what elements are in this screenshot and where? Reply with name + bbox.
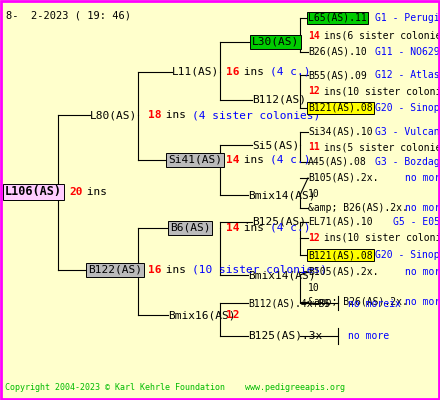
Text: B112(AS): B112(AS)	[252, 95, 306, 105]
Text: ins: ins	[237, 67, 278, 77]
Text: 14: 14	[308, 31, 320, 41]
Text: 8-  2-2023 ( 19: 46): 8- 2-2023 ( 19: 46)	[6, 10, 131, 20]
Text: B121(AS).08: B121(AS).08	[308, 103, 373, 113]
Text: ins: ins	[237, 155, 278, 165]
Text: 18: 18	[148, 110, 161, 120]
Text: B105(AS).2x.: B105(AS).2x.	[308, 173, 378, 183]
Text: Bmix16(AS): Bmix16(AS)	[168, 310, 235, 320]
Text: &amp; B26(AS).2x.: &amp; B26(AS).2x.	[308, 297, 408, 307]
Text: A45(AS).08: A45(AS).08	[308, 157, 367, 167]
Text: 12: 12	[226, 310, 239, 320]
Text: 16: 16	[226, 67, 239, 77]
Text: no more: no more	[405, 203, 440, 213]
Text: G11 - NO6294R: G11 - NO6294R	[375, 47, 440, 57]
Text: 14: 14	[226, 155, 239, 165]
Text: Si5(AS): Si5(AS)	[252, 140, 299, 150]
Text: G3 - Bozdag07R: G3 - Bozdag07R	[375, 157, 440, 167]
Text: no moreix: no moreix	[348, 299, 401, 309]
Text: (4 c.): (4 c.)	[270, 155, 311, 165]
Text: B6(AS): B6(AS)	[170, 223, 210, 233]
Text: ins(10 sister colonies): ins(10 sister colonies)	[318, 233, 440, 243]
Text: 12: 12	[308, 86, 320, 96]
Text: G1 - Perugia10-4: G1 - Perugia10-4	[375, 13, 440, 23]
Text: 10: 10	[308, 283, 320, 293]
Text: 12: 12	[308, 233, 320, 243]
Text: (4 c.): (4 c.)	[270, 223, 311, 233]
Text: B125(AS): B125(AS)	[252, 217, 306, 227]
Text: L11(AS): L11(AS)	[172, 67, 219, 77]
Text: B26(AS).10: B26(AS).10	[308, 47, 367, 57]
Text: &amp; B26(AS).2x.: &amp; B26(AS).2x.	[308, 203, 408, 213]
Text: G12 - Atlas85R: G12 - Atlas85R	[375, 70, 440, 80]
Text: L30(AS): L30(AS)	[252, 37, 299, 47]
Text: Si34(AS).10: Si34(AS).10	[308, 127, 373, 137]
Text: L80(AS): L80(AS)	[90, 110, 137, 120]
Text: G20 - Sinop62R: G20 - Sinop62R	[375, 103, 440, 113]
Text: ins: ins	[237, 223, 278, 233]
Text: no more: no more	[405, 173, 440, 183]
Text: no more: no more	[348, 331, 389, 341]
Text: EL71(AS).10: EL71(AS).10	[308, 217, 373, 227]
Text: (4 c.): (4 c.)	[270, 67, 311, 77]
Text: B121(AS).08: B121(AS).08	[308, 250, 373, 260]
Text: G3 - Vulcan09Q: G3 - Vulcan09Q	[375, 127, 440, 137]
Text: ins(10 sister colonies): ins(10 sister colonies)	[318, 86, 440, 96]
Text: no more: no more	[405, 267, 440, 277]
Text: (10 sister colonies): (10 sister colonies)	[192, 265, 327, 275]
Text: Si41(AS): Si41(AS)	[168, 155, 222, 165]
Text: B55(AS).09: B55(AS).09	[308, 70, 367, 80]
Text: 20: 20	[69, 187, 83, 197]
Text: G5 - E0520: G5 - E0520	[393, 217, 440, 227]
Text: G20 - Sinop62R: G20 - Sinop62R	[375, 250, 440, 260]
Text: B112(AS).4x+B5: B112(AS).4x+B5	[248, 298, 330, 308]
Text: 16: 16	[148, 265, 161, 275]
Text: Bmix14(AS): Bmix14(AS)	[248, 270, 315, 280]
Text: 10: 10	[308, 189, 320, 199]
Text: B125(AS).3x: B125(AS).3x	[248, 331, 322, 341]
Text: 14: 14	[226, 223, 239, 233]
Text: ins(5 sister colonies): ins(5 sister colonies)	[318, 142, 440, 152]
Text: ins(6 sister colonies): ins(6 sister colonies)	[318, 31, 440, 41]
Text: no more: no more	[405, 297, 440, 307]
Text: 11: 11	[308, 142, 320, 152]
Text: B122(AS): B122(AS)	[88, 265, 142, 275]
Text: ins: ins	[80, 187, 107, 197]
Text: L106(AS): L106(AS)	[5, 186, 62, 198]
Text: Bmix14(AS): Bmix14(AS)	[248, 190, 315, 200]
Text: (4 sister colonies): (4 sister colonies)	[192, 110, 320, 120]
Text: ins: ins	[159, 265, 199, 275]
Text: B105(AS).2x.: B105(AS).2x.	[308, 267, 378, 277]
Text: L65(AS).11: L65(AS).11	[308, 13, 367, 23]
Text: ins: ins	[159, 110, 199, 120]
Text: Copyright 2004-2023 © Karl Kehrle Foundation    www.pedigreeapis.org: Copyright 2004-2023 © Karl Kehrle Founda…	[5, 383, 345, 392]
